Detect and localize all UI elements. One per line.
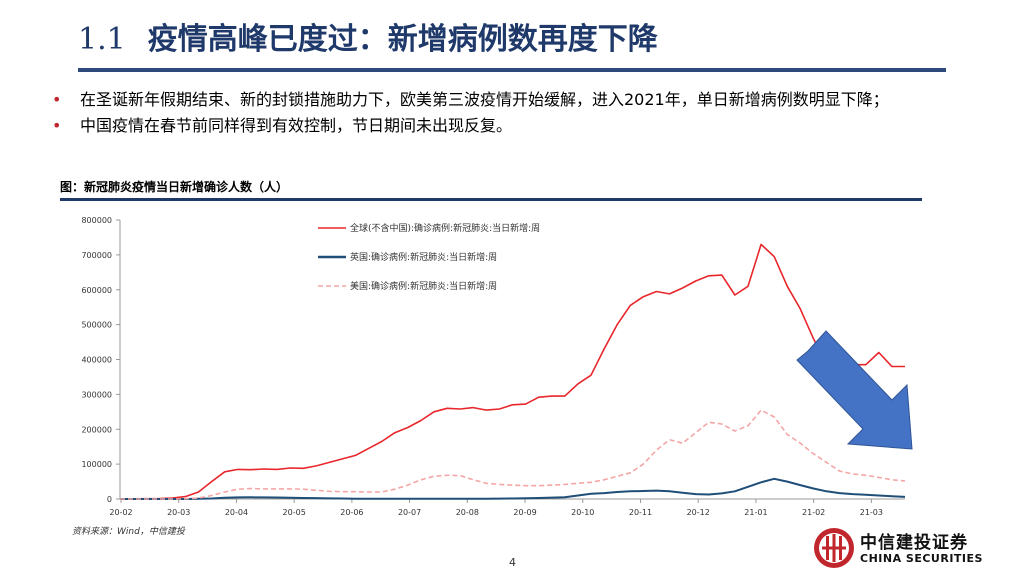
title-rule: [78, 68, 946, 72]
china-securities-logo-icon: [814, 528, 854, 568]
y-tick-label: 400000: [81, 356, 112, 365]
x-tick-label: 20-02: [109, 508, 132, 517]
y-tick-label: 800000: [81, 216, 112, 225]
legend-label-0: 全球(不含中国):确诊病例:新冠肺炎:当日新增:周: [350, 222, 540, 234]
x-tick-label: 21-03: [860, 508, 883, 517]
y-tick-label: 300000: [81, 390, 112, 399]
x-tick-label: 20-09: [513, 508, 536, 517]
series-line-2: [120, 409, 906, 500]
bullet-list: • 在圣诞新年假期结束、新的封锁措施助力下，欧美第三波疫情开始缓解，进入2021…: [50, 88, 980, 140]
y-tick-label: 500000: [81, 321, 112, 330]
x-tick-label: 20-10: [571, 508, 594, 517]
bullet-dot-icon: •: [52, 116, 62, 135]
figure-title: 图：新冠肺炎疫情当日新增确诊人数（人）: [60, 180, 289, 194]
bullet-text: 中国疫情在春节前同样得到有效控制，节日期间未出现反复。: [80, 116, 513, 135]
x-tick-label: 20-05: [283, 508, 306, 517]
bullet-text: 在圣诞新年假期结束、新的封锁措施助力下，欧美第三波疫情开始缓解，进入2021年，…: [80, 90, 889, 109]
x-tick-label: 20-11: [629, 508, 652, 517]
legend-label-2: 美国:确诊病例:新冠肺炎:当日新增:周: [350, 280, 497, 292]
x-tick-label: 20-04: [225, 508, 248, 517]
y-tick-label: 600000: [81, 286, 112, 295]
y-tick-label: 200000: [81, 425, 112, 434]
bullet-dot-icon: •: [52, 90, 62, 109]
bullet-item: • 在圣诞新年假期结束、新的封锁措施助力下，欧美第三波疫情开始缓解，进入2021…: [50, 88, 980, 112]
page-number: 4: [509, 556, 516, 569]
x-tick-label: 20-08: [456, 508, 479, 517]
x-tick-label: 20-06: [340, 508, 363, 517]
bullet-item: • 中国疫情在春节前同样得到有效控制，节日期间未出现反复。: [50, 114, 980, 138]
company-logo: 中信建投证券 CHINA SECURITIES: [812, 526, 982, 570]
section-number: 1.1: [78, 22, 126, 57]
y-tick-label: 700000: [81, 251, 112, 260]
series-line-0: [119, 243, 905, 500]
y-tick-label: 100000: [81, 460, 112, 469]
title-text: 疫情高峰已度过：新增病例数再度下降: [147, 22, 658, 57]
page-title: 1.1 疫情高峰已度过：新增病例数再度下降: [78, 14, 658, 58]
down-arrow-icon: [796, 330, 913, 450]
series-line-1: [120, 477, 906, 500]
figure-source: 资料来源：Wind，中信建投: [72, 527, 185, 537]
figure-rule: [60, 198, 922, 201]
logo-chinese-text: 中信建投证券: [860, 533, 968, 553]
x-tick-label: 21-02: [802, 508, 825, 517]
logo-english-text: CHINA SECURITIES: [860, 552, 983, 565]
legend-label-1: 英国:确诊病例:新冠肺炎:当日新增:周: [350, 251, 497, 263]
y-tick-label: 0: [107, 495, 112, 504]
x-tick-label: 20-07: [398, 508, 421, 517]
x-tick-label: 20-03: [167, 508, 190, 517]
line-chart: 0 100000 200000 300000 400000 500000 600000 700…: [81, 216, 913, 517]
x-tick-label: 21-01: [744, 508, 767, 517]
x-tick-label: 20-12: [687, 508, 710, 517]
